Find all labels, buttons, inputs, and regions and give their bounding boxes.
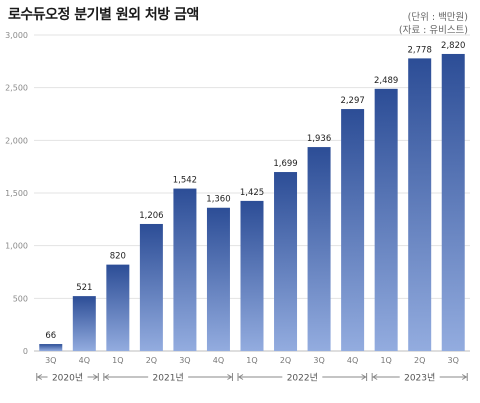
data-labels: 66 521 820 1,206 1,542 1,360 1,425 1,699 1,936 2,… [45, 41, 465, 341]
data-label: 521 [76, 283, 92, 293]
y-tick-label: 2,000 [5, 136, 28, 145]
bar [72, 296, 96, 351]
bar [206, 207, 230, 351]
y-tick-label: 0 [23, 347, 28, 356]
source-note: (자료 : 유비스트) [398, 25, 468, 36]
y-tick-label: 500 [13, 294, 28, 303]
year-groups: 2020년 2021년 2022년 2023년 [36, 373, 468, 384]
year-label: 2021년 [153, 373, 184, 384]
bars [39, 53, 465, 352]
year-label: 2023년 [404, 373, 435, 384]
bar [341, 109, 365, 351]
year-label: 2020년 [52, 373, 83, 384]
bar [307, 147, 331, 351]
y-tick-label: 2,500 [5, 84, 28, 93]
data-label: 1,699 [273, 159, 297, 169]
data-label: 1,542 [173, 176, 197, 186]
bar [274, 172, 298, 351]
bar [139, 223, 163, 351]
x-tick-label: 4Q [213, 356, 224, 365]
bar [39, 344, 63, 351]
x-tick-label: 1Q [112, 356, 123, 365]
x-tick-label: 4Q [79, 356, 90, 365]
x-tick-label: 3Q [448, 356, 459, 365]
x-tick-label: 3Q [45, 356, 56, 365]
year-bracket-arrow [93, 374, 99, 380]
unit-note: (단위 : 백만원) [407, 12, 468, 23]
y-tick-label: 3,000 [5, 31, 28, 40]
year-label: 2022년 [287, 373, 318, 384]
year-bracket-arrow [36, 374, 43, 380]
data-label: 820 [110, 252, 126, 262]
x-tick-label: 3Q [313, 356, 324, 365]
year-bracket-arrow [372, 374, 378, 380]
bar [173, 188, 197, 351]
data-label: 1,206 [139, 211, 163, 221]
x-tick-label: 3Q [179, 356, 190, 365]
data-label: 1,936 [307, 134, 331, 144]
year-bracket-arrow [227, 374, 233, 380]
x-tick-label: 2Q [146, 356, 157, 365]
year-bracket-arrow [461, 374, 468, 380]
data-label: 2,820 [441, 41, 465, 51]
x-tick-label: 4Q [347, 356, 358, 365]
year-bracket-arrow [361, 374, 367, 380]
y-tick-label: 1,000 [5, 242, 28, 251]
data-label: 2,489 [374, 76, 398, 86]
bar [441, 53, 465, 352]
bar [240, 200, 264, 351]
data-label: 2,297 [340, 96, 364, 106]
data-label: 1,360 [206, 195, 230, 205]
x-tick-label: 1Q [246, 356, 257, 365]
chart-title: 로수듀오정 분기별 원외 처방 금액 [8, 7, 199, 23]
data-label: 1,425 [240, 188, 264, 198]
x-tick-label: 1Q [380, 356, 391, 365]
data-label: 2,778 [408, 45, 432, 55]
year-bracket-arrow [103, 374, 110, 380]
x-axis: 3Q 4Q 1Q 2Q 3Q 4Q 1Q 2Q 3Q 4Q 1Q 2Q 3Q [45, 356, 459, 365]
x-tick-label: 2Q [280, 356, 291, 365]
y-tick-label: 1,500 [5, 189, 28, 198]
year-bracket-arrow [238, 374, 244, 380]
bar [106, 264, 130, 351]
x-tick-label: 2Q [414, 356, 425, 365]
data-label: 66 [45, 331, 56, 341]
bar [374, 88, 398, 352]
y-axis: 0 500 1,000 1,500 2,000 2,500 3,000 [5, 31, 28, 356]
bar [408, 58, 432, 351]
